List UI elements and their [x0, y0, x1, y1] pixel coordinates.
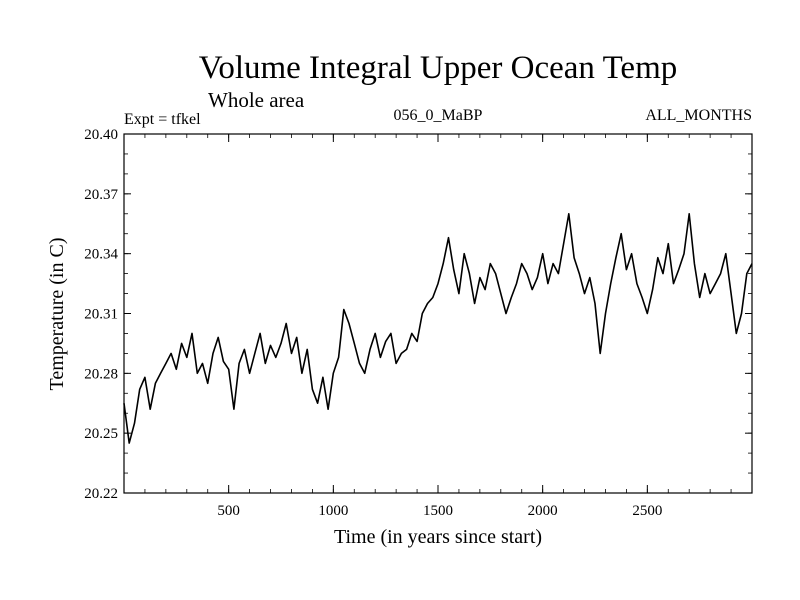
period-label: 056_0_MaBP: [394, 107, 483, 124]
y-tick-label: 20.34: [84, 247, 118, 263]
y-axis-ticks: 20.22 20.25 20.28 20.31 20.34 20.37 20.40: [84, 127, 752, 502]
y-axis-label: Temperature (in C): [46, 238, 68, 391]
y-tick-label: 20.25: [84, 426, 118, 442]
experiment-label: Expt = tfkel: [124, 111, 201, 128]
y-tick-label: 20.28: [84, 366, 118, 382]
x-tick-label: 2000: [528, 503, 558, 519]
y-tick-label: 20.31: [84, 307, 118, 323]
y-tick-label: 20.40: [84, 127, 118, 143]
x-tick-label: 1000: [318, 503, 348, 519]
plot-frame: [123, 133, 753, 494]
series-layer: [123, 213, 753, 444]
chart-title: Volume Integral Upper Ocean Temp: [199, 50, 677, 86]
chart-subtitle: Whole area: [208, 88, 305, 112]
x-tick-label: 1500: [423, 503, 453, 519]
y-tick-label: 20.37: [84, 187, 118, 203]
months-label: ALL_MONTHS: [645, 107, 752, 124]
x-tick-label: 500: [217, 503, 240, 519]
series-line: [123, 213, 753, 444]
y-tick-label: 20.22: [84, 486, 118, 502]
x-axis-ticks: 500 1000 1500 2000 2500: [144, 134, 732, 519]
x-tick-label: 2500: [632, 503, 662, 519]
x-axis-label: Time (in years since start): [334, 526, 542, 548]
